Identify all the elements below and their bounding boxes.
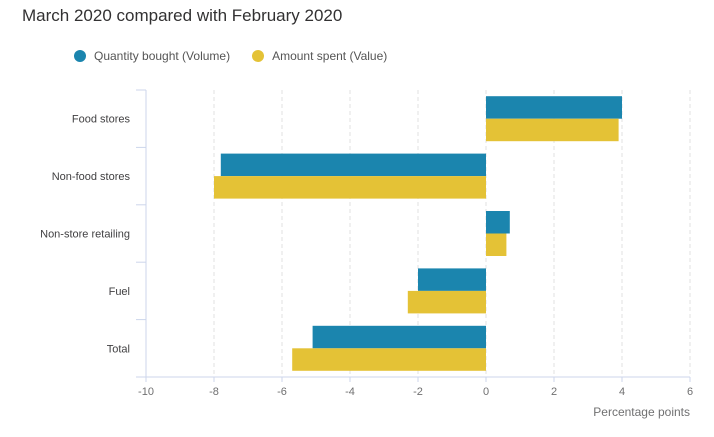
x-tick-label: -8	[209, 386, 219, 398]
legend-swatch-volume	[74, 50, 86, 62]
x-tick-label: 6	[687, 386, 693, 398]
bar-volume	[486, 96, 622, 119]
category-label: Fuel	[109, 286, 130, 298]
bar-value	[292, 348, 486, 371]
x-axis-title: Percentage points	[593, 405, 690, 419]
bar-value	[486, 233, 507, 256]
legend-label-volume: Quantity bought (Volume)	[94, 49, 231, 63]
legend: Quantity bought (Volume) Amount spent (V…	[74, 49, 409, 63]
legend-item-value[interactable]: Amount spent (Value)	[252, 49, 387, 63]
chart-title: March 2020 compared with February 2020	[22, 6, 343, 25]
legend-label-value: Amount spent (Value)	[272, 49, 388, 63]
bar-value	[486, 118, 619, 142]
x-tick-label: -10	[138, 386, 154, 398]
category-label: Non-store retailing	[40, 229, 130, 241]
x-tick-label: 4	[619, 386, 625, 398]
x-tick-label: -6	[277, 386, 287, 398]
category-label: Non-food stores	[52, 171, 131, 183]
bar-volume	[312, 325, 486, 349]
bar-volume	[220, 153, 487, 177]
bar-value	[407, 290, 486, 314]
x-tick-label: 0	[483, 386, 489, 398]
legend-swatch-value	[252, 50, 265, 62]
legend-item-volume[interactable]: Quantity bought (Volume)	[74, 49, 230, 63]
bar-volume	[486, 211, 510, 234]
x-tick-label: 2	[551, 386, 557, 398]
bar-volume	[418, 268, 486, 291]
category-label: Total	[107, 343, 130, 355]
bar-value	[214, 176, 486, 199]
x-tick-label: -4	[345, 386, 355, 398]
x-tick-label: -2	[413, 386, 423, 398]
category-label: Food stores	[72, 114, 131, 126]
